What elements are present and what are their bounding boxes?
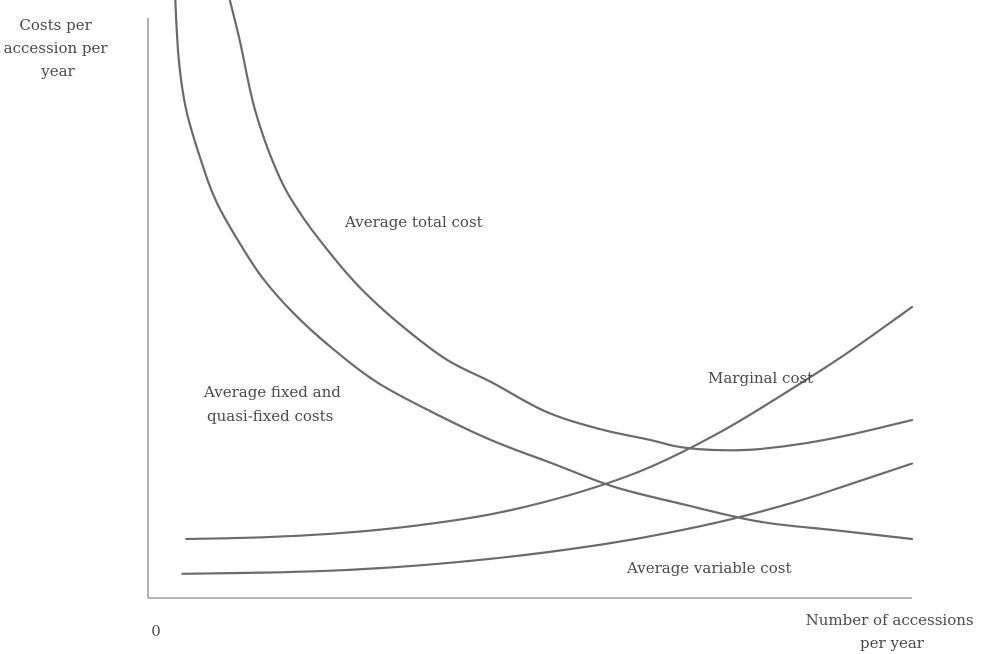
average-variable-cost-curve: [181, 462, 914, 575]
curves: [174, 0, 914, 575]
average-fixed-costs-label: Average fixed and quasi-fixed costs: [203, 383, 346, 425]
x-axis-label: Number of accessions per year: [806, 611, 979, 652]
average-fixed-costs-label-line-2: quasi-fixed costs: [207, 407, 333, 425]
y-axis-label-line-1: Costs per: [19, 16, 92, 34]
average-total-cost-curve: [228, 0, 914, 452]
axes: [147, 18, 912, 599]
y-axis-label-line-2: accession per: [4, 39, 109, 57]
average-variable-cost-label: Average variable cost: [626, 559, 791, 577]
average-total-cost-label: Average total cost: [344, 213, 483, 231]
average-total-cost-label-text: Average total cost: [344, 213, 483, 231]
y-axis-label: Costs per accession per year: [4, 16, 113, 80]
marginal-cost-curve: [185, 305, 914, 541]
origin-label: 0: [151, 622, 161, 640]
x-axis-label-line-1: Number of accessions: [806, 611, 974, 629]
average-fixed-and-quasi-fixed-costs-curve: [174, 0, 914, 541]
y-axis-label-line-3: year: [40, 62, 75, 80]
marginal-cost-label: Marginal cost: [708, 369, 813, 387]
average-variable-cost-label-text: Average variable cost: [626, 559, 791, 577]
marginal-cost-label-text: Marginal cost: [708, 369, 813, 387]
average-fixed-costs-label-line-1: Average fixed and: [203, 383, 341, 401]
x-axis-label-line-2: per year: [860, 634, 925, 652]
